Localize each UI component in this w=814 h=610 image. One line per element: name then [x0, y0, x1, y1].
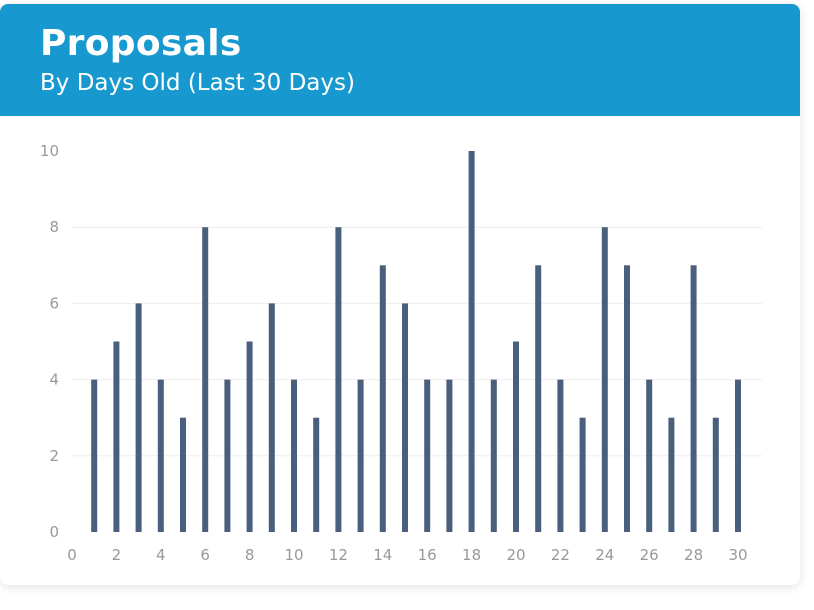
bar-day-24[interactable]: [601, 227, 608, 532]
x-tick-label: 8: [245, 546, 255, 564]
chart-title: Proposals: [40, 23, 242, 64]
x-tick-label: 22: [551, 546, 570, 564]
bar-day-16[interactable]: [424, 379, 431, 532]
x-tick-label: 20: [506, 546, 525, 564]
bar-day-17[interactable]: [446, 379, 453, 532]
bar-day-9[interactable]: [268, 303, 275, 532]
bar-day-7[interactable]: [224, 379, 231, 532]
bar-day-22[interactable]: [557, 379, 564, 532]
bar-day-15[interactable]: [402, 303, 408, 532]
bar-day-10[interactable]: [291, 379, 297, 532]
bar-day-8[interactable]: [246, 341, 253, 533]
bar-day-4[interactable]: [157, 379, 164, 532]
chart-subtitle: By Days Old (Last 30 Days): [40, 70, 355, 96]
y-tick-label: 10: [40, 142, 59, 160]
bar-day-20[interactable]: [513, 341, 519, 533]
bar-day-26[interactable]: [646, 379, 653, 532]
bar-day-19[interactable]: [490, 379, 497, 532]
bar-day-27[interactable]: [668, 417, 675, 532]
x-tick-label: 6: [200, 546, 210, 564]
bar-day-25[interactable]: [624, 265, 630, 532]
bar-day-1[interactable]: [91, 379, 98, 532]
y-tick-label: 0: [49, 523, 59, 541]
bar-day-11[interactable]: [313, 417, 320, 532]
x-tick-label: 2: [112, 546, 122, 564]
y-tick-label: 6: [49, 294, 59, 312]
bar-day-6[interactable]: [202, 227, 209, 532]
bar-day-14[interactable]: [379, 265, 386, 532]
x-tick-label: 26: [640, 546, 659, 564]
bar-day-21[interactable]: [535, 265, 542, 532]
x-tick-label: 18: [462, 546, 481, 564]
bar-day-23[interactable]: [579, 417, 586, 532]
x-tick-label: 24: [595, 546, 614, 564]
bar-day-2[interactable]: [113, 341, 120, 533]
x-tick-label: 10: [284, 546, 303, 564]
chart-header: Proposals By Days Old (Last 30 Days): [0, 4, 800, 116]
x-tick-label: 0: [67, 546, 77, 564]
bar-day-29[interactable]: [712, 417, 719, 532]
x-tick-label: 30: [728, 546, 747, 564]
x-tick-label: 16: [418, 546, 437, 564]
bar-day-13[interactable]: [357, 379, 364, 532]
bar-day-3[interactable]: [135, 303, 142, 532]
x-tick-label: 4: [156, 546, 166, 564]
bar-day-12[interactable]: [335, 227, 342, 532]
y-tick-label: 8: [49, 218, 59, 236]
x-tick-label: 14: [373, 546, 392, 564]
bar-day-5[interactable]: [180, 417, 186, 532]
x-tick-label: 28: [684, 546, 703, 564]
y-tick-label: 2: [49, 447, 59, 465]
bar-day-18[interactable]: [468, 151, 475, 532]
bar-day-30[interactable]: [735, 379, 741, 532]
x-tick-label: 12: [329, 546, 348, 564]
bar-day-28[interactable]: [690, 265, 697, 532]
y-tick-label: 4: [49, 371, 59, 389]
